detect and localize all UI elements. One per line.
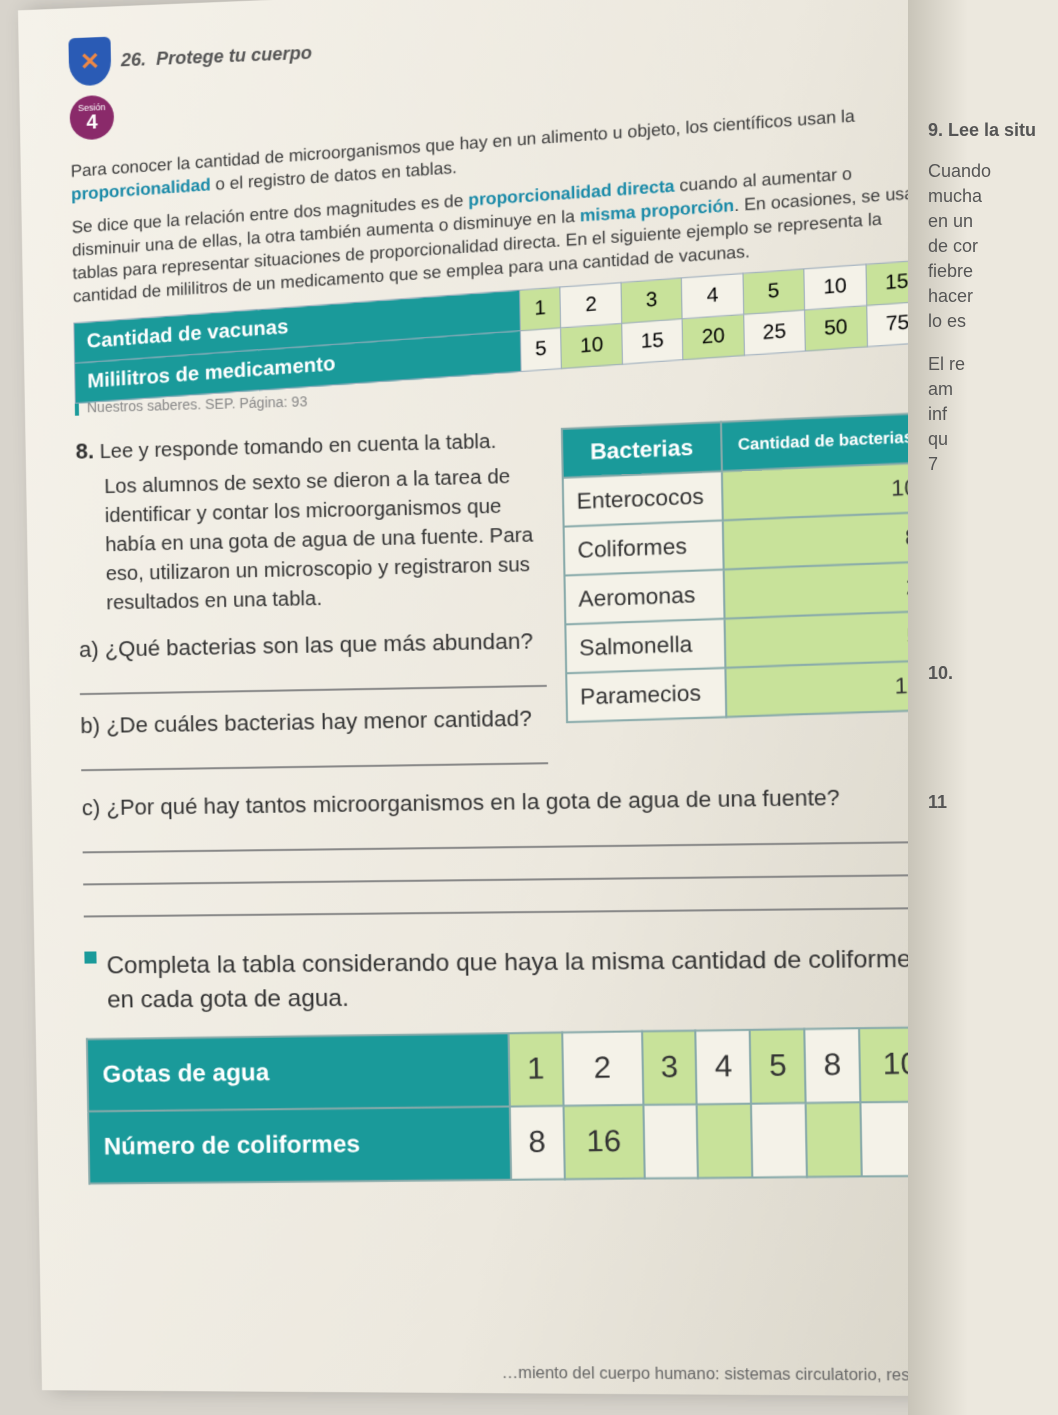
text: hacer xyxy=(928,286,1048,307)
text: 7 xyxy=(928,454,1048,475)
cell: 2 xyxy=(562,1032,643,1106)
question-8-paragraph: Los alumnos de sexto se dieron a la tare… xyxy=(104,462,545,618)
question-number: 8. xyxy=(75,438,94,464)
cell: 1 xyxy=(519,287,561,331)
cell: 10 xyxy=(561,323,622,368)
table-row: Número de coliformes 8 16 xyxy=(88,1102,943,1184)
question-10: 10. xyxy=(928,663,1048,684)
answer-line[interactable] xyxy=(79,660,546,695)
answer-line[interactable] xyxy=(83,849,939,885)
shield-icon: ✕ xyxy=(68,37,111,87)
cell: Aeromonas xyxy=(564,569,724,624)
cell: 5 xyxy=(743,269,805,315)
cell: 16 xyxy=(563,1105,644,1179)
cell[interactable] xyxy=(697,1104,753,1178)
question-9: 9. Lee la situ xyxy=(928,120,1048,141)
cell: 8 xyxy=(723,511,933,569)
text: inf xyxy=(928,404,1048,425)
cell: 8 xyxy=(805,1028,861,1103)
cell: 20 xyxy=(682,314,744,359)
coliformes-table: Gotas de agua 1 2 3 4 5 8 10 Número de c… xyxy=(86,1026,944,1185)
question-8: 8. Lee y responde tomando en cuenta la t… xyxy=(75,423,542,468)
cell[interactable] xyxy=(643,1105,698,1179)
row-header: Gotas de agua xyxy=(87,1034,510,1112)
text: El re xyxy=(928,354,1048,375)
text: am xyxy=(928,379,1048,400)
chapter-title: Protege tu cuerpo xyxy=(156,42,312,69)
cell: Coliformes xyxy=(564,520,724,575)
fill-text: Completa la tabla considerando que haya … xyxy=(106,942,941,1019)
footer-text: …miento del cuerpo humano: sistemas circ… xyxy=(502,1365,927,1386)
cell[interactable] xyxy=(806,1103,862,1178)
text: de cor xyxy=(928,236,1048,257)
bullet-icon xyxy=(84,951,96,963)
text: qu xyxy=(928,429,1048,450)
cell: 12 xyxy=(725,660,935,717)
cell[interactable] xyxy=(751,1103,807,1177)
fill-instruction: Completa la tabla considerando que haya … xyxy=(84,935,941,1024)
question-8a: a) ¿Qué bacterias son las que más abunda… xyxy=(79,627,546,662)
cell: 4 xyxy=(696,1030,752,1104)
bacteria-table: Bacterias Cantidad de bacterias Enteroco… xyxy=(561,411,936,723)
question-11: 11 xyxy=(928,792,1048,813)
col-header: Bacterias xyxy=(562,422,722,478)
cell: 5 xyxy=(724,610,934,667)
answer-line[interactable] xyxy=(83,882,939,917)
cell: 2 xyxy=(723,561,933,618)
cell: 5 xyxy=(520,327,562,371)
cell: 25 xyxy=(743,310,805,355)
cell: 15 xyxy=(622,319,683,364)
session-badge: Sesión 4 xyxy=(69,95,114,141)
question-prompt: Lee y responde tomando en cuenta la tabl… xyxy=(99,430,496,463)
text: en un xyxy=(928,211,1048,232)
textbook-left-page: ✕ 26. Protege tu cuerpo Sesión 4 Para co… xyxy=(18,0,970,1396)
table-row: Gotas de agua 1 2 3 4 5 8 10 xyxy=(87,1027,942,1111)
row-header: Número de coliformes xyxy=(88,1107,511,1184)
answer-line[interactable] xyxy=(81,737,548,770)
cell: 50 xyxy=(805,305,867,351)
cell: Paramecios xyxy=(566,667,726,722)
col-header: Cantidad de bacterias xyxy=(721,412,931,470)
cell: 4 xyxy=(682,273,744,318)
text: fiebre xyxy=(928,261,1048,282)
cell: Enterococos xyxy=(563,471,723,527)
question-8b: b) ¿De cuáles bacterias hay menor cantid… xyxy=(80,705,547,739)
cell: 8 xyxy=(510,1106,565,1180)
question-8c: c) ¿Por qué hay tantos microorganismos e… xyxy=(82,783,938,821)
cell: Salmonella xyxy=(565,618,725,673)
cell: 10 xyxy=(804,264,866,310)
session-number: 4 xyxy=(86,112,97,132)
chapter-number: 26. xyxy=(121,49,147,71)
chapter-header: ✕ 26. Protege tu cuerpo xyxy=(68,4,924,87)
cell: 2 xyxy=(560,282,621,327)
text: lo es xyxy=(928,311,1048,332)
cell: 3 xyxy=(642,1031,697,1105)
cell: 1 xyxy=(508,1033,563,1107)
textbook-right-page-edge: 9. Lee la situ Cuando mucha en un de cor… xyxy=(908,0,1058,1415)
text: Para conocer la cantidad de microorganis… xyxy=(71,106,856,181)
cell: 5 xyxy=(750,1029,806,1104)
text: mucha xyxy=(928,186,1048,207)
cell: 3 xyxy=(621,278,682,323)
cell: 10 xyxy=(722,462,932,520)
text: Cuando xyxy=(928,161,1048,182)
answer-line[interactable] xyxy=(82,816,938,853)
